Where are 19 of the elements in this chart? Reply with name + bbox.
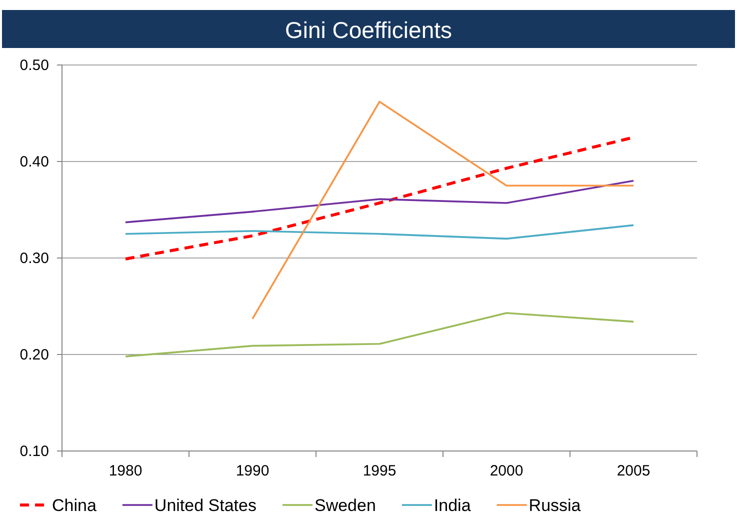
y-tick-label: 0.40 bbox=[20, 153, 49, 170]
line-series bbox=[124, 180, 634, 224]
legend-label: India bbox=[434, 496, 472, 514]
x-tick-label: 2005 bbox=[616, 462, 650, 480]
legend-label: United States bbox=[154, 496, 256, 514]
x-tick-label: 1995 bbox=[362, 462, 396, 480]
y-tick-label: 0.20 bbox=[20, 346, 49, 364]
x-tick-label: 1990 bbox=[236, 462, 270, 480]
y-tick-label: 0.10 bbox=[20, 442, 49, 460]
x-tick-label: 1980 bbox=[108, 462, 142, 480]
chart-title: Gini Coefficients bbox=[284, 17, 452, 43]
y-tick-label: 0.30 bbox=[20, 250, 49, 267]
y-tick-label: 0.50 bbox=[20, 56, 49, 74]
legend-label: Sweden bbox=[314, 496, 376, 514]
legend-label: Russia bbox=[528, 496, 582, 514]
legend-label: China bbox=[52, 496, 97, 514]
x-tick-label: 2000 bbox=[490, 462, 524, 480]
line-series bbox=[124, 224, 634, 240]
line-series bbox=[124, 312, 634, 358]
